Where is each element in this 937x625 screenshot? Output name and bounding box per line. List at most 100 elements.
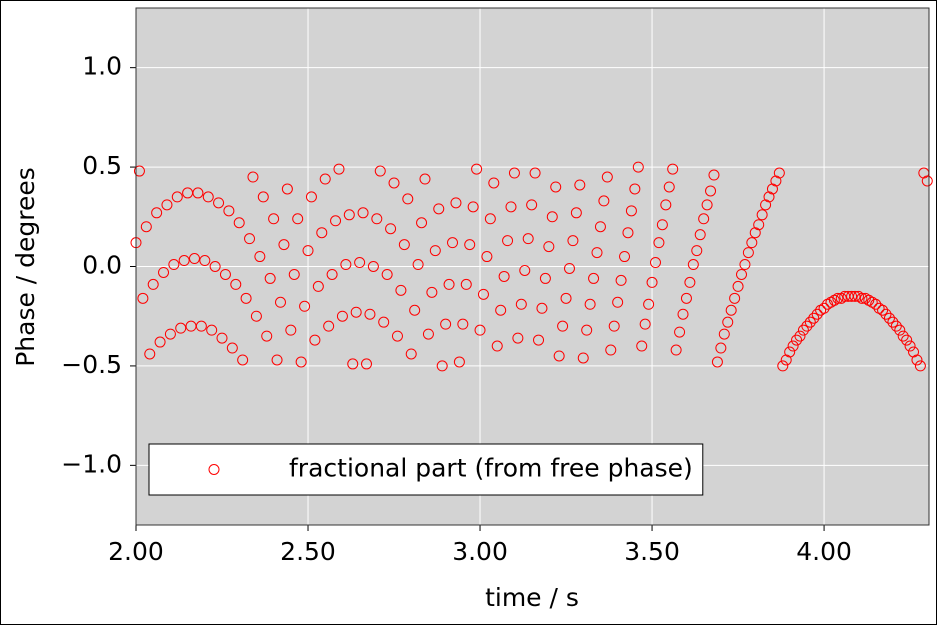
data-point <box>288 268 300 280</box>
data-point <box>164 328 176 340</box>
data-point <box>278 239 290 251</box>
data-point <box>636 340 648 352</box>
data-point <box>677 308 689 320</box>
data-point <box>904 340 916 352</box>
data-point <box>801 320 813 332</box>
data-point <box>753 219 765 231</box>
data-point <box>832 292 844 304</box>
data-point <box>426 286 438 298</box>
data-point <box>237 354 249 366</box>
data-point <box>887 316 899 328</box>
data-point <box>161 199 173 211</box>
data-point <box>154 336 166 348</box>
data-point <box>168 259 180 271</box>
data-point <box>622 227 634 239</box>
data-point <box>732 280 744 292</box>
data-point <box>385 223 397 235</box>
data-point <box>140 221 152 233</box>
data-point <box>440 318 452 330</box>
data-point <box>804 316 816 328</box>
data-point <box>846 290 858 302</box>
data-point <box>773 167 785 179</box>
data-point <box>519 264 531 276</box>
data-point <box>588 272 600 284</box>
data-point <box>849 290 861 302</box>
data-point <box>299 300 311 312</box>
data-point <box>223 205 235 217</box>
data-point <box>498 270 510 282</box>
data-point <box>660 199 672 211</box>
data-point <box>309 334 321 346</box>
data-point <box>250 310 262 322</box>
data-point <box>897 330 909 342</box>
data-point <box>467 201 479 213</box>
data-point <box>643 298 655 310</box>
y-tick-label: 1.0 <box>82 52 122 81</box>
data-point <box>436 360 448 372</box>
x-tick-label: 4.00 <box>796 537 852 566</box>
data-point <box>742 247 754 259</box>
data-point <box>285 324 297 336</box>
data-point <box>422 328 434 340</box>
data-point <box>856 292 868 304</box>
y-tick-label: −1.0 <box>61 449 122 478</box>
data-point <box>605 344 617 356</box>
data-point <box>625 205 637 217</box>
data-point <box>574 179 586 191</box>
data-point <box>584 298 596 310</box>
data-point <box>818 302 830 314</box>
data-point <box>295 356 307 368</box>
data-point <box>725 304 737 316</box>
x-tick-label: 2.00 <box>108 537 164 566</box>
data-point <box>560 292 572 304</box>
data-point <box>921 175 933 187</box>
data-point <box>674 326 686 338</box>
data-point <box>374 165 386 177</box>
x-tick-label: 2.50 <box>280 537 336 566</box>
data-point <box>701 199 713 211</box>
data-point <box>261 330 273 342</box>
data-point <box>914 360 926 372</box>
data-point <box>508 167 520 179</box>
data-point <box>171 191 183 203</box>
data-point <box>195 320 207 332</box>
data-point <box>570 207 582 219</box>
data-point <box>398 239 410 251</box>
data-point <box>515 298 527 310</box>
data-point <box>880 308 892 320</box>
data-point <box>739 259 751 271</box>
data-point <box>443 278 455 290</box>
data-point <box>870 298 882 310</box>
data-point <box>787 340 799 352</box>
data-point <box>409 304 421 316</box>
data-point <box>364 308 376 320</box>
data-point <box>192 187 204 199</box>
data-point <box>199 255 211 267</box>
data-point <box>619 251 631 263</box>
data-point <box>711 356 723 368</box>
data-point <box>244 233 256 245</box>
data-point <box>412 259 424 271</box>
y-tick-label: 0.5 <box>82 151 122 180</box>
data-point <box>209 261 221 272</box>
data-point <box>151 207 163 219</box>
data-point <box>691 245 703 257</box>
data-point <box>729 292 741 304</box>
plot-frame <box>135 7 930 526</box>
data-point <box>361 358 373 370</box>
data-point <box>453 356 465 368</box>
y-tick-label: 0.0 <box>82 251 122 280</box>
data-point <box>533 334 545 346</box>
data-point <box>226 342 238 354</box>
y-tick-label: −0.5 <box>61 350 122 379</box>
data-point <box>612 296 624 308</box>
x-axis-label: time / s <box>485 583 579 612</box>
data-point <box>347 358 359 370</box>
data-point <box>133 165 145 177</box>
data-point <box>663 181 675 193</box>
data-point <box>254 251 266 263</box>
data-point <box>405 348 417 360</box>
data-point <box>268 213 280 225</box>
data-point <box>684 276 696 288</box>
